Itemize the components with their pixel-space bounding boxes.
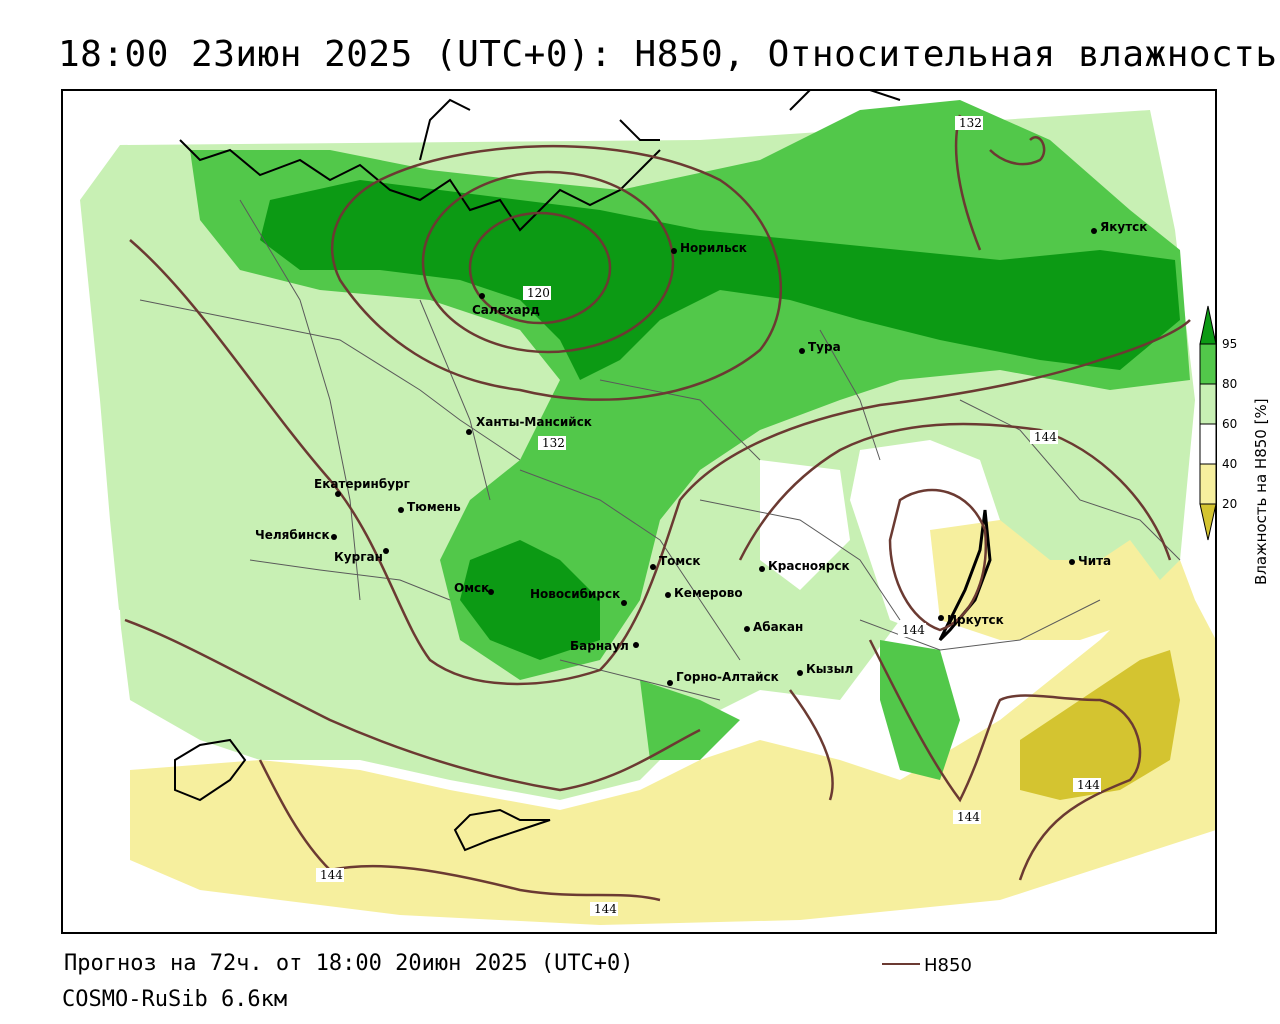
city-label: Тура [808,340,841,354]
contour-144-mid [788,689,834,801]
city-label: Салехард [472,303,540,317]
contour-label: 120 [527,286,550,300]
h850-legend-line [882,963,920,965]
city-marker [665,592,671,598]
contour-label: 144 [1077,778,1100,792]
city-label: Кемерово [674,586,743,600]
coastline [179,89,901,232]
contour-label: 144 [1034,430,1057,444]
city-marker [479,293,485,299]
contour-144-sw [258,759,661,902]
contour-label: 144 [902,623,925,637]
city-label: Новосибирск [530,587,620,601]
colorbar-band [1199,463,1217,505]
city-marker [633,642,639,648]
city-label: Горно-Алтайск [676,670,779,684]
aral-sea [453,808,551,852]
city-marker [671,248,677,254]
city-marker [759,566,765,572]
city-marker [667,680,673,686]
city-label: Кызыл [806,662,853,676]
city-label: Тюмень [407,500,461,514]
city-marker [621,600,627,606]
h850-contours [124,114,1191,902]
city-marker [335,491,341,497]
city-marker [1091,228,1097,234]
city-label: Чита [1078,554,1111,568]
contour-144 [124,618,701,792]
lake-baikal [938,509,992,642]
city-marker [383,548,389,554]
humidity-area-white [760,460,850,590]
colorbar [1199,305,1217,541]
city-marker [488,589,494,595]
city-label: Томск [659,554,701,568]
contour-label: 144 [957,810,980,824]
humidity-area-green [640,680,740,760]
humidity-area-green [880,640,960,780]
city-marker [799,348,805,354]
city-label: Красноярск [768,559,850,573]
h850-legend-label: H850 [924,955,972,976]
colorbar-title: Влажность на H850 [%] [1252,398,1270,585]
colorbar-band [1199,343,1217,385]
contour-label: 144 [320,868,343,882]
humidity-area-dark [460,540,600,660]
humidity-field [64,100,1216,925]
city-label: Абакан [753,620,803,634]
city-label: Ханты-Мансийск [476,415,592,429]
contour-label: 144 [594,902,617,916]
forecast-info: Прогноз на 72ч. от 18:00 20июн 2025 (UTC… [64,951,634,976]
city-label: Барнаул [570,639,629,653]
city-marker [744,626,750,632]
colorbar-tick: 40 [1222,457,1238,471]
humidity-area-dry [130,560,1216,925]
city-marker [398,507,404,513]
contour-132 [129,239,1191,686]
regional-borders [139,199,1181,701]
colorbar-band [1199,423,1217,465]
contour-labels: 120 132 132 144 144 144 144 144 144 [316,116,1101,916]
city-marker [938,615,944,621]
colorbar-tick: 20 [1222,497,1238,511]
city-label: Иркутск [947,613,1004,627]
contour-label: 132 [959,116,982,130]
city-marker [797,670,803,676]
contour-132-ring [330,144,782,401]
city-label: Курган [334,550,383,564]
contour-144-east [738,422,1172,561]
colorbar-bottom-arrow [1199,503,1217,541]
model-name: COSMO-RuSib 6.6км [62,987,288,1012]
borders [139,89,1181,852]
contour-144-irkutsk [888,488,987,632]
city-label: Екатеринбург [314,477,410,491]
city-marker [1069,559,1075,565]
map-title: 18:00 23июн 2025 (UTC+0): H850, Относите… [58,34,1278,75]
city-label: Челябинск [255,528,330,542]
contour-label: 132 [542,436,565,450]
city-label: Омск [454,581,489,595]
city-marker [466,429,472,435]
city-marker [331,534,337,540]
city-marker [650,564,656,570]
colorbar-tick: 60 [1222,417,1238,431]
contour-120 [421,170,675,354]
colorbar-band [1199,383,1217,425]
contour-120-inner [468,211,612,325]
humidity-area-white [64,600,125,760]
caspian [174,738,247,802]
city-label: Норильск [680,241,747,255]
contour-144-south [868,639,1142,881]
colorbar-tick: 95 [1222,337,1238,351]
cities: Якутск Норильск Салехард Тура Ханты-Манс… [255,220,1147,686]
colorbar-tick: 80 [1222,377,1238,391]
city-label: Якутск [1100,220,1147,234]
